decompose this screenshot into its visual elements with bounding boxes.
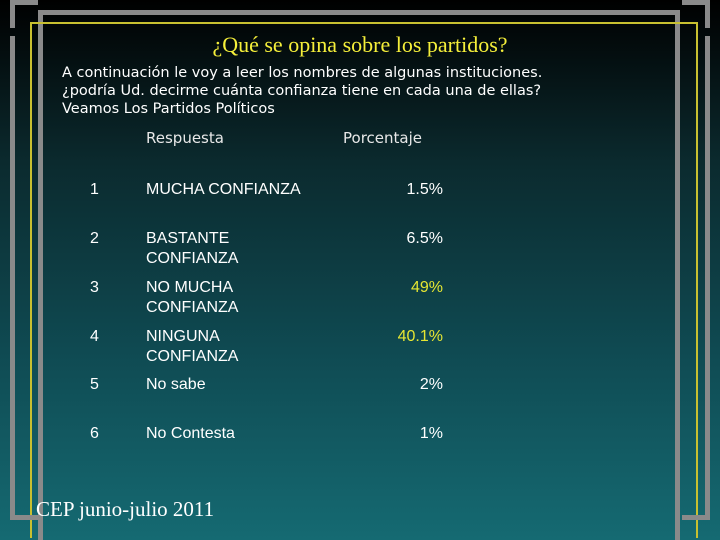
frame-corner-bottom-right	[682, 492, 710, 520]
row-percentage: 6.5%	[406, 230, 443, 247]
intro-line: A continuación le voy a leer los nombres…	[62, 65, 543, 81]
frame-corner-top-right	[682, 0, 710, 28]
inner-frame	[30, 22, 698, 538]
frame-corner-bottom-left	[10, 492, 38, 520]
row-percentage: 40.1%	[397, 328, 443, 345]
frame-corner-top-left	[10, 0, 38, 28]
slide-title: ¿Qué se opina sobre los partidos?	[212, 32, 508, 57]
row-number: 2	[90, 230, 99, 247]
row-response: NO MUCHA CONFIANZA	[146, 278, 326, 318]
row-number: 4	[90, 328, 99, 345]
header-response: Respuesta	[146, 129, 224, 147]
row-response-line1: MUCHA CONFIANZA	[146, 181, 301, 198]
row-response: MUCHA CONFIANZA	[146, 180, 326, 200]
row-response-line2: CONFIANZA	[146, 299, 239, 316]
row-number: 6	[90, 425, 99, 442]
outer-frame	[38, 10, 680, 540]
row-response-line1: NINGUNA	[146, 328, 220, 345]
row-response: BASTANTE CONFIANZA	[146, 229, 326, 269]
row-response-line2: CONFIANZA	[146, 250, 239, 267]
row-percentage: 1.5%	[406, 181, 443, 198]
row-percentage: 49%	[410, 279, 443, 296]
row-response-line1: BASTANTE	[146, 230, 230, 247]
row-response: No sabe	[146, 375, 326, 395]
row-response-line1: No Contesta	[146, 425, 235, 442]
row-response-line2: CONFIANZA	[146, 348, 239, 365]
intro-text: A continuación le voy a leer los nombres…	[62, 64, 682, 118]
row-percentage: 1%	[419, 425, 443, 442]
row-response-line1: NO MUCHA	[146, 279, 234, 296]
frame-side-left	[10, 36, 15, 496]
row-response: NINGUNA CONFIANZA	[146, 327, 326, 367]
row-number: 1	[90, 181, 99, 198]
intro-line: ¿podría Ud. decirme cuánta confianza tie…	[62, 83, 542, 99]
row-number: 3	[90, 279, 99, 296]
row-number: 5	[90, 376, 99, 393]
header-percentage: Porcentaje	[343, 129, 422, 147]
intro-line: Veamos Los Partidos Políticos	[62, 101, 275, 117]
frame-side-right	[705, 36, 710, 496]
footer-source: CEP junio-julio 2011	[36, 497, 215, 521]
row-response-line1: No sabe	[146, 376, 206, 393]
row-percentage: 2%	[419, 376, 443, 393]
row-response: No Contesta	[146, 424, 326, 444]
